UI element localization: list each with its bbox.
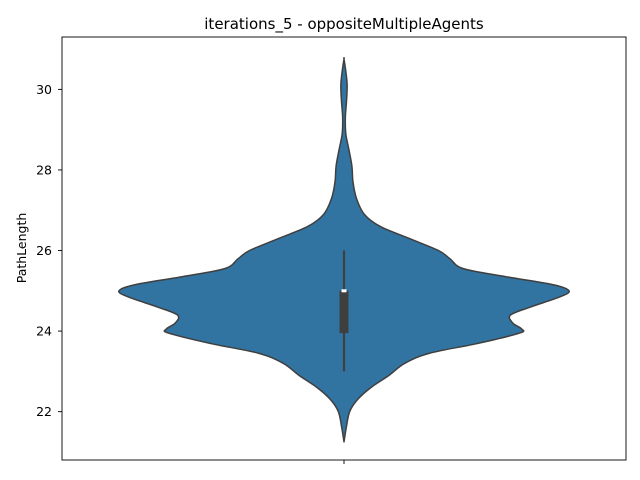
y-tick-label: 24 (36, 324, 52, 339)
violin-body (118, 56, 570, 443)
plot-frame (61, 36, 627, 461)
chart-title: iterations_5 - oppositeMultipleAgents (204, 15, 484, 34)
y-tick-label: 28 (36, 162, 52, 177)
y-tick-label: 22 (36, 404, 52, 419)
y-tick-label: 30 (36, 82, 52, 97)
iqr-box (339, 290, 349, 334)
median-marker (341, 289, 347, 293)
y-tick-label: 26 (36, 243, 52, 258)
y-axis-label: PathLength (14, 213, 29, 284)
